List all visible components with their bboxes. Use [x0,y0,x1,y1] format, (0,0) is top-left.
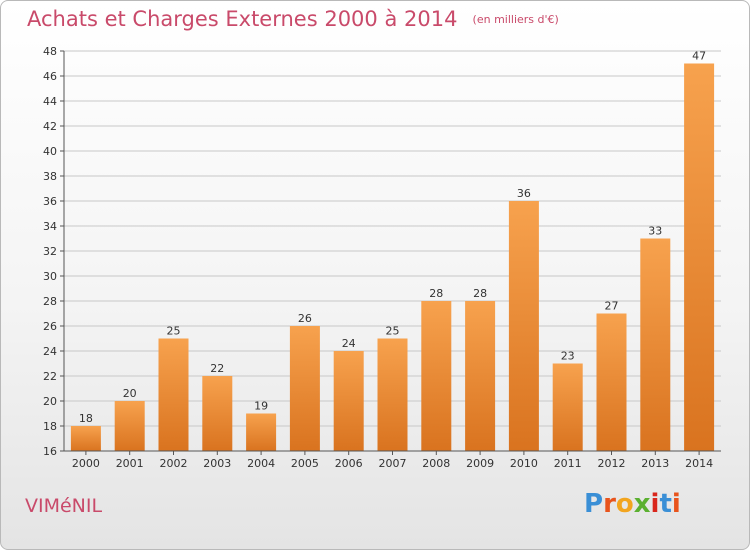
chart-title: Achats et Charges Externes 2000 à 2014 (… [27,7,559,31]
bar [202,376,233,451]
data-label: 28 [473,287,487,300]
bar [596,313,627,451]
y-tick-label: 32 [43,245,57,258]
logo-letter: o [615,489,634,519]
bar [377,338,408,451]
bar [333,351,364,451]
x-tick-label: 2005 [291,457,319,470]
proxiti-logo: Proxiti [584,489,681,519]
x-tick-label: 2013 [641,457,669,470]
data-label: 36 [517,187,531,200]
logo-letter: r [603,489,616,519]
y-tick-label: 28 [43,295,57,308]
y-tick-label: 36 [43,195,57,208]
x-tick-label: 2006 [335,457,363,470]
logo-letter: i [671,489,681,519]
bar [70,426,101,451]
commune-name: VIMéNIL [25,495,103,517]
title-unit: (en milliers d'€) [472,13,559,26]
data-label: 25 [167,325,181,338]
x-tick-label: 2008 [422,457,450,470]
data-label: 33 [648,225,662,238]
data-label: 26 [298,312,312,325]
data-label: 23 [561,350,575,363]
x-tick-label: 2002 [160,457,188,470]
x-tick-label: 2000 [72,457,100,470]
y-tick-label: 16 [43,445,57,458]
logo-letter: t [659,489,672,519]
data-label: 25 [386,325,400,338]
data-label: 47 [692,50,706,63]
y-tick-label: 24 [43,345,57,358]
bar [640,238,671,451]
logo-letter: i [650,489,660,519]
y-tick-label: 34 [43,220,57,233]
bar [552,363,583,451]
x-tick-label: 2004 [247,457,275,470]
x-tick-label: 2001 [116,457,144,470]
y-tick-label: 48 [43,45,57,58]
bar [684,63,715,451]
bar [508,201,539,451]
x-tick-label: 2010 [510,457,538,470]
y-tick-label: 38 [43,170,57,183]
y-tick-label: 42 [43,120,57,133]
y-tick-label: 30 [43,270,57,283]
x-tick-label: 2007 [379,457,407,470]
data-label: 24 [342,337,356,350]
data-label: 19 [254,400,268,413]
logo-letter: x [633,489,651,519]
logo-letter: P [584,489,604,519]
title-main: Achats et Charges Externes 2000 à 2014 [27,7,458,31]
bar [289,326,320,451]
bar [158,338,189,451]
y-tick-label: 44 [43,95,57,108]
bar [421,301,452,451]
x-tick-label: 2003 [203,457,231,470]
y-tick-label: 20 [43,395,57,408]
y-tick-label: 18 [43,420,57,433]
y-tick-label: 26 [43,320,57,333]
data-label: 27 [605,300,619,313]
x-tick-label: 2011 [554,457,582,470]
x-tick-label: 2012 [598,457,626,470]
data-label: 22 [210,362,224,375]
y-tick-label: 22 [43,370,57,383]
y-tick-label: 40 [43,145,57,158]
data-label: 20 [123,387,137,400]
bar [465,301,496,451]
y-tick-label: 46 [43,70,57,83]
x-tick-label: 2009 [466,457,494,470]
x-tick-label: 2014 [685,457,713,470]
bar [246,413,277,451]
data-label: 18 [79,412,93,425]
bar [114,401,145,451]
data-label: 28 [429,287,443,300]
